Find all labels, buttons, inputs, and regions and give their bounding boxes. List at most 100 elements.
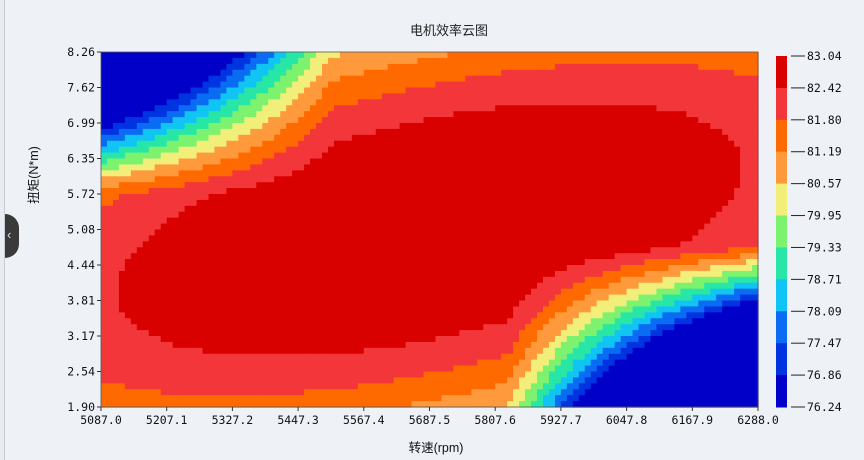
heatmap-cell <box>441 336 449 343</box>
heatmap-cell <box>250 176 257 183</box>
heatmap-cell <box>417 318 425 325</box>
heatmap-cell <box>345 383 353 390</box>
heatmap-cell <box>327 300 335 308</box>
heatmap-cell <box>483 152 490 160</box>
heatmap-cell <box>584 158 592 166</box>
heatmap-cell <box>214 199 222 207</box>
heatmap-cell <box>274 164 281 171</box>
heatmap-cell <box>495 336 502 343</box>
heatmap-cell <box>310 158 317 166</box>
heatmap-cell <box>238 52 245 59</box>
collapse-side-tab[interactable]: ‹ <box>5 214 19 258</box>
heatmap-cell <box>429 123 437 130</box>
heatmap-cell <box>166 194 174 201</box>
heatmap-cell <box>292 306 299 313</box>
heatmap-cell <box>154 247 162 254</box>
heatmap-cell <box>286 365 293 373</box>
heatmap-cell <box>405 336 413 343</box>
heatmap-cell <box>298 330 305 337</box>
heatmap-cell <box>375 69 383 77</box>
heatmap-cell <box>351 259 359 266</box>
heatmap-cell <box>531 99 538 106</box>
heatmap-cell <box>495 265 502 272</box>
heatmap-cell <box>483 217 490 225</box>
heatmap-cell <box>316 359 323 367</box>
heatmap-cell <box>274 176 281 183</box>
heatmap-cell <box>429 93 437 100</box>
heatmap-cell <box>202 57 210 65</box>
heatmap-cell <box>244 75 251 83</box>
heatmap-cell <box>369 211 377 219</box>
heatmap-cell <box>124 57 132 65</box>
heatmap-cell <box>596 63 604 71</box>
heatmap-cell <box>106 211 114 219</box>
heatmap-cell <box>447 401 454 408</box>
heatmap-cell <box>578 294 586 302</box>
heatmap-cell <box>262 223 269 231</box>
heatmap-cell <box>572 81 580 89</box>
heatmap-cell <box>525 99 532 106</box>
heatmap-cell <box>519 395 526 402</box>
heatmap-cell <box>584 128 592 136</box>
heatmap-cell <box>202 69 210 77</box>
heatmap-cell <box>220 199 228 207</box>
heatmap-cell <box>178 99 186 106</box>
heatmap-cell <box>274 330 281 337</box>
heatmap-cell <box>566 199 574 207</box>
heatmap-cell <box>118 265 126 272</box>
heatmap-cell <box>375 75 383 83</box>
heatmap-cell <box>411 318 419 325</box>
heatmap-cell <box>214 365 222 373</box>
heatmap-cell <box>560 259 568 266</box>
heatmap-cell <box>112 140 120 148</box>
heatmap-cell <box>542 146 550 154</box>
heatmap-cell <box>124 123 132 130</box>
heatmap-cell <box>423 69 431 77</box>
heatmap-cell <box>387 123 395 130</box>
heatmap-cell <box>447 312 454 319</box>
heatmap-cell <box>423 324 431 331</box>
heatmap-cell <box>202 259 210 266</box>
heatmap-cell <box>268 52 275 59</box>
heatmap-cell <box>190 205 198 213</box>
heatmap-cell <box>483 57 490 65</box>
heatmap-cell <box>531 123 538 130</box>
heatmap-cell <box>572 324 580 331</box>
heatmap-cell <box>363 259 371 266</box>
heatmap-cell <box>298 365 305 373</box>
heatmap-cell <box>130 359 138 367</box>
heatmap-cell <box>262 288 269 296</box>
heatmap-cell <box>477 247 484 254</box>
heatmap-cell <box>268 63 275 71</box>
heatmap-cell <box>130 128 138 136</box>
heatmap-cell <box>351 341 359 349</box>
heatmap-cell <box>405 81 413 89</box>
heatmap-cell <box>268 69 275 77</box>
heatmap-cell <box>566 134 574 142</box>
heatmap-cell <box>345 199 353 207</box>
heatmap-cell <box>542 306 550 313</box>
heatmap-cell <box>560 117 568 124</box>
heatmap-cell <box>262 383 269 390</box>
heatmap-cell <box>548 347 556 355</box>
heatmap-cell <box>298 123 305 130</box>
heatmap-cell <box>310 134 317 142</box>
heatmap-cell <box>507 140 514 148</box>
heatmap-cell <box>136 341 144 349</box>
heatmap-cell <box>286 57 293 65</box>
heatmap-cell <box>375 123 383 130</box>
heatmap-cell <box>417 128 425 136</box>
heatmap-cell <box>399 294 407 302</box>
heatmap-cell <box>566 69 574 77</box>
heatmap-cell <box>453 300 460 308</box>
heatmap-cell <box>106 152 114 160</box>
heatmap-cell <box>333 134 341 142</box>
heatmap-cell <box>351 247 359 254</box>
heatmap-cell <box>459 164 466 171</box>
heatmap-cell <box>280 306 287 313</box>
heatmap-cell <box>190 63 198 71</box>
heatmap-cell <box>363 140 371 148</box>
heatmap-cell <box>525 182 532 189</box>
heatmap-cell <box>190 336 198 343</box>
heatmap-cell <box>495 306 502 313</box>
